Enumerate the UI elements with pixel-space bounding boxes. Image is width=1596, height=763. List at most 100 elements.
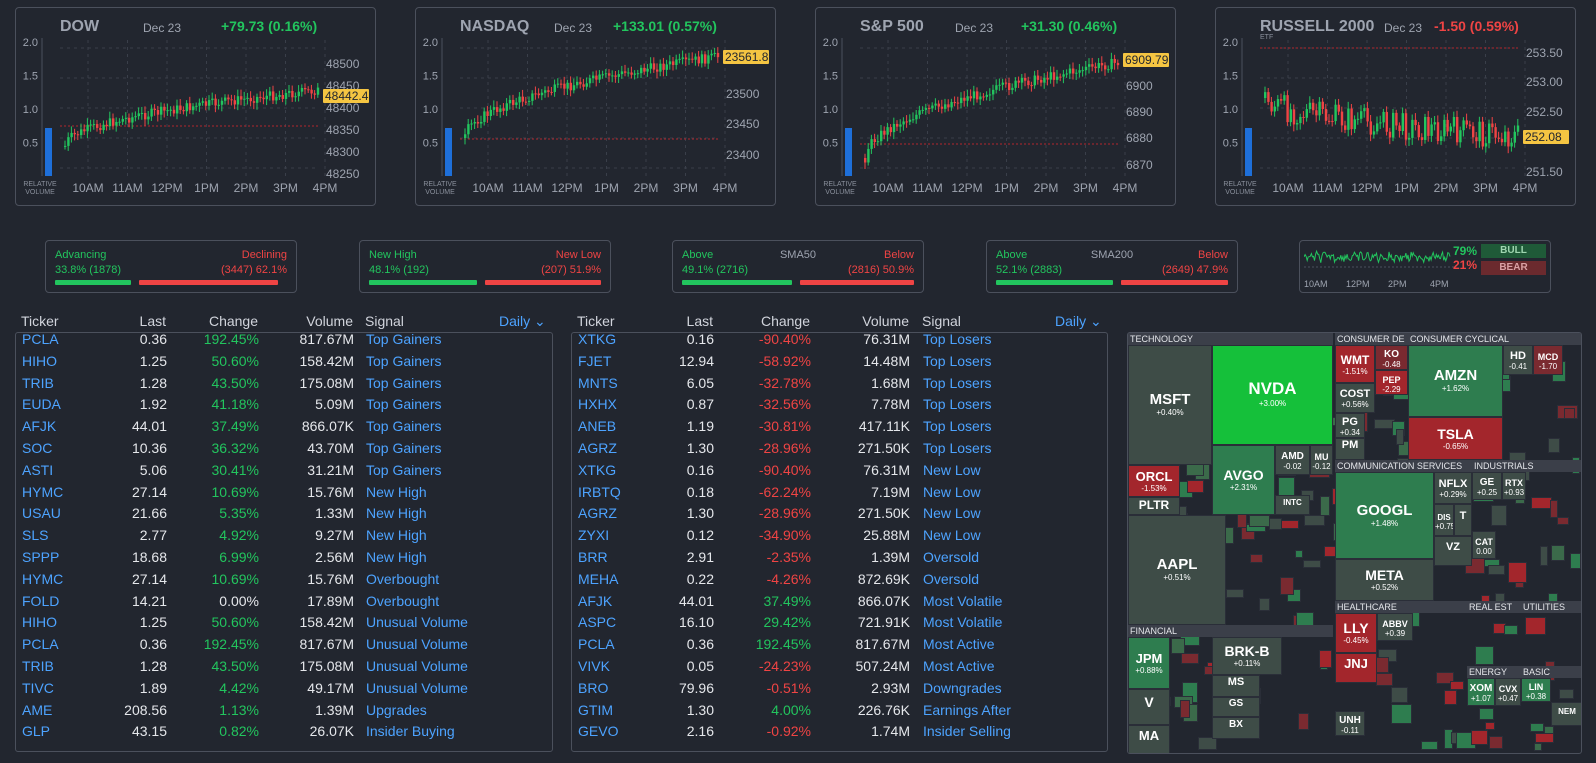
col-header-ticker[interactable]: Ticker bbox=[577, 313, 615, 329]
heatmap-tile[interactable]: ORCL -1.53% bbox=[1128, 465, 1180, 497]
table-row[interactable]: TRIB 1.28 43.50% 175.08M Unusual Volume bbox=[16, 655, 552, 677]
signal-link[interactable]: New High bbox=[366, 527, 427, 544]
signal-link[interactable]: Insider Selling bbox=[923, 723, 1011, 740]
index-card-3[interactable]: 2.0 1.5 1.0 0.5 253.50 253.00 252.50 251.50 252.… bbox=[1215, 7, 1576, 206]
heatmap-tile-small[interactable] bbox=[1564, 408, 1575, 419]
signal-link[interactable]: Top Gainers bbox=[366, 418, 442, 435]
signal-link[interactable]: Upgrades bbox=[366, 701, 427, 718]
table-row[interactable]: MNTS 6.05 -32.78% 1.68M Top Losers bbox=[572, 372, 1107, 394]
table-row[interactable]: TIVC 1.89 4.42% 49.17M Unusual Volume bbox=[16, 677, 552, 699]
ticker-link[interactable]: SPPP bbox=[22, 549, 60, 565]
heatmap-tile-small[interactable] bbox=[1295, 550, 1303, 558]
signal-link[interactable]: Top Gainers bbox=[366, 374, 442, 391]
period-dropdown-losers[interactable]: Daily ⌄ bbox=[1055, 313, 1102, 330]
heatmap-tile-small[interactable] bbox=[1491, 505, 1507, 526]
signal-link[interactable]: Top Losers bbox=[923, 396, 992, 413]
index-name[interactable]: NASDAQ bbox=[460, 18, 530, 35]
heatmap-tile-small[interactable] bbox=[1534, 743, 1542, 751]
heatmap-tile[interactable]: LIN +0.38 bbox=[1521, 678, 1551, 702]
index-name[interactable]: DOW bbox=[60, 18, 100, 35]
signal-link[interactable]: Insider Buying bbox=[366, 723, 455, 740]
heatmap-tile-small[interactable] bbox=[1475, 646, 1494, 665]
heatmap-tile-small[interactable] bbox=[1444, 690, 1457, 705]
ticker-link[interactable]: AFJK bbox=[22, 418, 57, 435]
heatmap-tile-small[interactable] bbox=[1187, 480, 1204, 493]
heatmap-tile-small[interactable] bbox=[1280, 520, 1299, 529]
heatmap-tile-small[interactable] bbox=[1298, 713, 1309, 730]
heatmap-tile[interactable]: CVX +0.47 bbox=[1495, 678, 1521, 706]
heatmap-tile[interactable]: GE +0.25 bbox=[1472, 472, 1502, 500]
table-row[interactable]: PCLA 0.36 192.45% 817.67M Top Gainers bbox=[16, 328, 552, 350]
ticker-link[interactable]: AGRZ bbox=[578, 505, 617, 522]
heatmap-tile-small[interactable] bbox=[1181, 653, 1199, 664]
heatmap-tile-small[interactable] bbox=[1530, 723, 1544, 732]
ticker-link[interactable]: VIVK bbox=[578, 658, 610, 674]
signal-link[interactable]: Most Active bbox=[923, 658, 995, 674]
signal-link[interactable]: Top Losers bbox=[923, 418, 992, 435]
ticker-link[interactable]: ASPC bbox=[578, 614, 617, 631]
market-heatmap[interactable]: MSFT +0.40% NVDA +3.00% AVGO +2.31% ORCL -1.53%… bbox=[1127, 332, 1582, 754]
heatmap-tile-small[interactable] bbox=[1508, 562, 1527, 583]
ticker-link[interactable]: EUDA bbox=[22, 396, 61, 413]
signal-link[interactable]: Most Volatile bbox=[923, 614, 1003, 631]
ticker-link[interactable]: TRIB bbox=[22, 658, 54, 674]
heatmap-tile[interactable]: T bbox=[1454, 504, 1472, 536]
table-row[interactable]: XTKG 0.16 -90.40% 76.31M New Low bbox=[572, 459, 1107, 481]
heatmap-tile-small[interactable] bbox=[1504, 625, 1518, 635]
heatmap-tile[interactable]: MCD -1.70 bbox=[1533, 345, 1563, 375]
signal-link[interactable]: Overbought bbox=[366, 592, 440, 609]
table-row[interactable]: MEHA 0.22 -4.26% 872.69K Oversold bbox=[572, 568, 1107, 590]
col-header-change[interactable]: Change bbox=[760, 313, 810, 329]
heatmap-tile[interactable]: COST +0.56% bbox=[1335, 383, 1375, 413]
ticker-link[interactable]: AFJK bbox=[578, 592, 613, 609]
ticker-link[interactable]: TIVC bbox=[22, 679, 54, 696]
ticker-link[interactable]: IRBTQ bbox=[578, 483, 621, 500]
heatmap-tile[interactable]: BRK-B +0.11% bbox=[1212, 637, 1282, 675]
table-row[interactable]: GTIM 1.30 4.00% 226.76K Earnings After bbox=[572, 699, 1107, 721]
ticker-link[interactable]: PCLA bbox=[22, 331, 59, 347]
signal-link[interactable]: Top Gainers bbox=[366, 352, 442, 369]
heatmap-tile-small[interactable] bbox=[1319, 650, 1332, 668]
heatmap-tile-small[interactable] bbox=[1550, 500, 1558, 518]
ticker-link[interactable]: BRO bbox=[578, 679, 609, 696]
heatmap-tile-small[interactable] bbox=[1489, 736, 1503, 749]
table-row[interactable]: HIHO 1.25 50.60% 158.42M Unusual Volume bbox=[16, 611, 552, 633]
period-dropdown-gainers[interactable]: Daily ⌄ bbox=[499, 313, 546, 330]
heatmap-tile-small[interactable] bbox=[1557, 517, 1569, 525]
heatmap-tile[interactable]: LLY -0.45% bbox=[1335, 613, 1377, 653]
heatmap-tile-small[interactable] bbox=[1250, 554, 1263, 563]
ticker-link[interactable]: XTKG bbox=[578, 331, 617, 347]
signal-link[interactable]: Top Gainers bbox=[366, 396, 442, 413]
table-row[interactable]: ZYXI 0.12 -34.90% 25.88M New Low bbox=[572, 524, 1107, 546]
index-card-0[interactable]: 2.0 1.5 1.0 0.5 48500 48450 48400 48350 48300 482… bbox=[15, 7, 376, 206]
index-name[interactable]: RUSSELL 2000 bbox=[1260, 18, 1375, 35]
ticker-link[interactable]: SLS bbox=[22, 527, 49, 544]
heatmap-tile-small[interactable] bbox=[1249, 515, 1270, 527]
ticker-link[interactable]: FJET bbox=[578, 352, 612, 369]
ticker-link[interactable]: HXHX bbox=[578, 396, 617, 413]
table-row[interactable]: HXHX 0.87 -32.56% 7.78M Top Losers bbox=[572, 393, 1107, 415]
heatmap-tile-small[interactable] bbox=[1540, 546, 1548, 566]
heatmap-tile[interactable]: AVGO +2.31% bbox=[1212, 445, 1275, 515]
signal-link[interactable]: Unusual Volume bbox=[366, 658, 468, 674]
table-row[interactable]: SLS 2.77 4.92% 9.27M New High bbox=[16, 524, 552, 546]
table-row[interactable]: AGRZ 1.30 -28.96% 271.50K Top Losers bbox=[572, 437, 1107, 459]
signal-link[interactable]: Unusual Volume bbox=[366, 679, 468, 696]
ticker-link[interactable]: HIHO bbox=[22, 352, 57, 369]
ticker-link[interactable]: ANEB bbox=[578, 418, 617, 435]
signal-link[interactable]: Top Losers bbox=[923, 352, 992, 369]
table-row[interactable]: USAU 21.66 5.35% 1.33M New High bbox=[16, 502, 552, 524]
heatmap-tile[interactable]: NVDA +3.00% bbox=[1212, 345, 1333, 445]
heatmap-tile-small[interactable] bbox=[1570, 553, 1581, 569]
col-header-ticker[interactable]: Ticker bbox=[21, 313, 59, 329]
signal-link[interactable]: Earnings After bbox=[923, 701, 1011, 718]
heatmap-tile[interactable]: NFLX +0.29% bbox=[1434, 472, 1472, 504]
table-row[interactable]: HYMC 27.14 10.69% 15.76M Overbought bbox=[16, 568, 552, 590]
index-name[interactable]: S&P 500 bbox=[860, 18, 924, 35]
table-row[interactable]: SOC 10.36 36.32% 43.70M Top Gainers bbox=[16, 437, 552, 459]
table-row[interactable]: GEVO 2.16 -0.92% 1.74M Insider Selling bbox=[572, 720, 1107, 742]
heatmap-tile-small[interactable] bbox=[1376, 673, 1393, 686]
table-row[interactable]: BRR 2.91 -2.35% 1.39M Oversold bbox=[572, 546, 1107, 568]
ticker-link[interactable]: BRR bbox=[578, 549, 608, 565]
table-row[interactable]: ANEB 1.19 -30.81% 417.11K Top Losers bbox=[572, 415, 1107, 437]
